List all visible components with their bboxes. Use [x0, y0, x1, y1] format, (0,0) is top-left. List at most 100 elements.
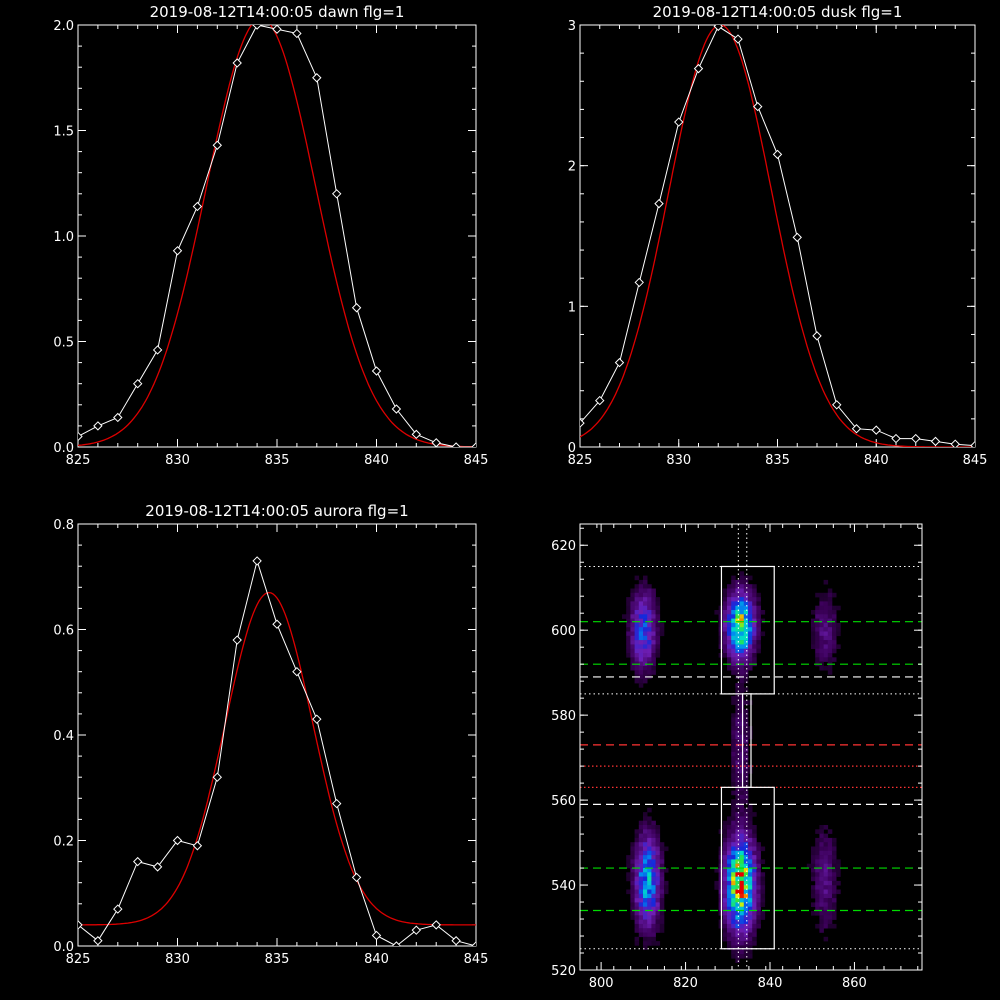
heatmap-cell [827, 631, 833, 637]
heatmap-cell [664, 885, 669, 890]
heatmap-cell [819, 618, 824, 624]
heatmap-cell [722, 640, 728, 645]
heatmap-cell [748, 885, 753, 890]
heatmap-cell [748, 850, 753, 856]
heatmap-cell [836, 863, 841, 869]
heatmap-cell [832, 627, 837, 632]
heatmap-cell [756, 842, 761, 847]
heatmap-cell [739, 648, 745, 654]
heatmap-cell [743, 743, 749, 748]
heatmap-cell [832, 872, 837, 877]
heatmap-cell [756, 885, 761, 890]
y-tick-label: 1.5 [53, 125, 74, 140]
heatmap-cell [735, 855, 740, 860]
heatmap-cell [827, 880, 833, 886]
heatmap-cell [748, 880, 753, 886]
heatmap-cell [727, 850, 732, 856]
heatmap-cell [815, 614, 820, 619]
heatmap-cell [735, 923, 740, 929]
heatmap-cell [638, 889, 644, 895]
heatmap-cell [752, 812, 757, 817]
heatmap-cell [638, 678, 644, 684]
heatmap-cell [634, 911, 640, 916]
heatmap-cell [714, 610, 719, 615]
heatmap-cell [638, 842, 644, 847]
heatmap-cell [743, 846, 749, 852]
heatmap-cell [739, 807, 745, 813]
heatmap-cell [756, 876, 761, 882]
heatmap-cell [638, 876, 644, 882]
heatmap-cell [832, 859, 837, 864]
heatmap-cell [731, 627, 736, 632]
data-line [78, 559, 476, 946]
x-tick-label: 845 [464, 453, 489, 468]
heatmap-cell [638, 863, 644, 869]
heatmap-cell [752, 876, 757, 882]
y-tick-label: 540 [551, 879, 576, 894]
heatmap-cell [626, 859, 631, 864]
heatmap-cell [647, 622, 652, 628]
heatmap-cell [731, 919, 736, 925]
heatmap-cell [659, 889, 665, 895]
heatmap-cell [634, 850, 640, 856]
heatmap-cell [634, 919, 640, 925]
x-tick-label: 830 [165, 952, 190, 967]
x-tick-label: 825 [568, 453, 593, 468]
data-point [272, 619, 282, 629]
heatmap-cell [819, 631, 824, 637]
heatmap-cell [630, 640, 635, 645]
heatmap-cell [752, 885, 757, 890]
heatmap-cell [638, 674, 644, 680]
heatmap-cell [638, 898, 644, 903]
heatmap-cell [655, 644, 661, 649]
heatmap-cell [811, 610, 816, 615]
heatmap-cell [643, 640, 648, 645]
heatmap-cell [731, 756, 736, 761]
heatmap-cell [735, 700, 740, 705]
heatmap-cell [819, 876, 824, 882]
heatmap-cell [714, 880, 719, 886]
heatmap-cell [634, 855, 640, 860]
heatmap-cell [651, 876, 656, 882]
heatmap-cell [655, 868, 661, 873]
data-point [753, 101, 763, 112]
heatmap-cell [647, 640, 652, 645]
heatmap-cell [832, 614, 837, 619]
heatmap-cell [727, 855, 732, 860]
heatmap-cell [630, 863, 635, 869]
heatmap-cell [827, 906, 833, 912]
heatmap-cell [748, 842, 753, 847]
y-tick-label: 1 [568, 300, 576, 315]
heatmap-cell [739, 842, 745, 847]
heatmap-cell [626, 627, 631, 632]
heatmap-cell [735, 799, 740, 804]
heatmap-cell [731, 597, 736, 602]
heatmap-cell [823, 855, 829, 860]
heatmap-cell [823, 898, 829, 903]
heatmap-cell [643, 898, 648, 903]
heatmap-cell [823, 597, 829, 602]
heatmap-cell [651, 846, 656, 852]
heatmap-cell [643, 588, 648, 594]
heatmap-cell [748, 876, 753, 882]
heatmap-cell [819, 640, 824, 645]
data-point [431, 438, 441, 447]
heatmap-cell [823, 850, 829, 856]
data-point [192, 841, 203, 851]
heatmap-cell [727, 906, 732, 912]
heatmap-cell [634, 842, 640, 847]
heatmap-cell [832, 605, 837, 611]
heatmap-cell [748, 614, 753, 619]
heatmap-cell [647, 644, 652, 649]
heatmap-cell [823, 923, 829, 929]
heatmap-cell [722, 932, 728, 938]
heatmap-cell [743, 954, 749, 959]
heatmap-cell [731, 760, 736, 766]
heatmap-cell [819, 911, 824, 916]
plot-area [78, 556, 476, 946]
heatmap-cell [832, 898, 837, 903]
heatmap-cell [722, 618, 728, 624]
heatmap-cell [815, 876, 820, 882]
heatmap-cell [748, 764, 753, 770]
heatmap-cell [647, 893, 652, 899]
